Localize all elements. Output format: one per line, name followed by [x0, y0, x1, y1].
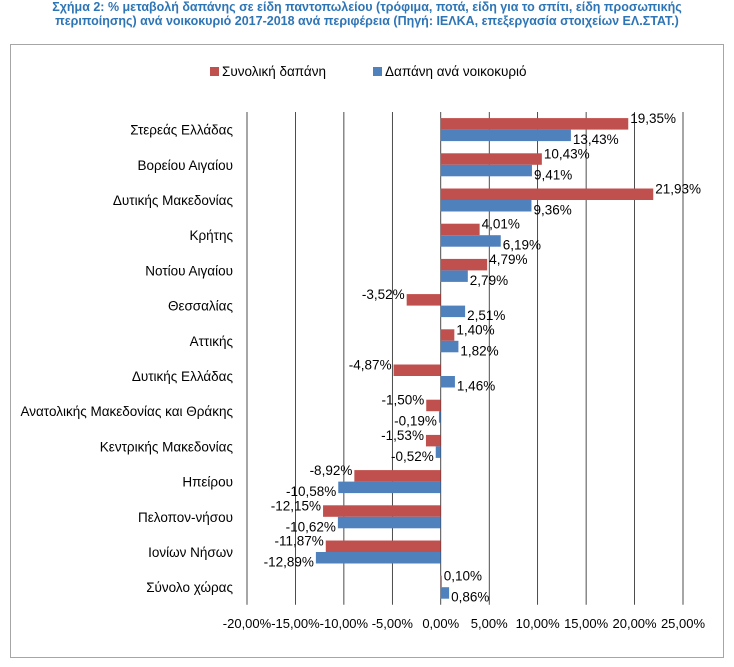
category-label: Δυτικής Ελλάδας — [132, 369, 234, 384]
bar-total — [425, 434, 441, 447]
x-tick-label: 5,00% — [471, 616, 508, 631]
bar-total — [325, 540, 441, 552]
bar-total — [440, 258, 488, 271]
data-label: 1,46% — [457, 379, 495, 394]
x-tick-label: 10,00% — [516, 616, 561, 631]
data-label: -1,50% — [381, 393, 424, 408]
bar-household — [440, 200, 532, 212]
category-label: Στερεάς Ελλάδας — [130, 123, 233, 138]
bar-total — [354, 470, 441, 482]
chart-title-line-1: Σχήμα 2: % μεταβολή δαπάνης σε είδη παντ… — [52, 0, 682, 14]
bar-household — [440, 340, 459, 353]
chart-title: Σχήμα 2: % μεταβολή δαπάνης σε είδη παντ… — [0, 0, 734, 28]
bar-total — [440, 188, 654, 200]
x-tick-label: 20,00% — [613, 616, 658, 631]
bar-total — [440, 153, 542, 165]
category-label: Αττικής — [190, 334, 234, 349]
data-label: 6,19% — [503, 238, 541, 253]
category-label: Κεντρικής Μακεδονίας — [100, 439, 234, 454]
data-label: 4,79% — [489, 252, 527, 267]
bar-household — [338, 481, 441, 494]
bar-household — [315, 552, 441, 564]
data-label: -11,87% — [274, 534, 323, 549]
bar-household — [440, 270, 468, 282]
legend-label-1: Δαπάνη ανά νοικοκυριό — [385, 64, 527, 79]
data-label: -1,53% — [381, 428, 424, 443]
bar-total — [426, 399, 441, 412]
bar-household — [440, 305, 466, 318]
bar-total — [440, 329, 455, 341]
bar-household — [440, 235, 501, 247]
data-label: -0,52% — [391, 449, 434, 464]
data-label: 9,36% — [533, 203, 571, 218]
data-label: 1,40% — [456, 322, 494, 337]
data-label: 13,43% — [573, 132, 619, 147]
data-label: 2,79% — [470, 273, 508, 288]
data-label: -12,89% — [264, 555, 314, 570]
data-label: 2,51% — [467, 308, 505, 323]
bar-household — [440, 587, 450, 599]
category-label: Βορείου Αιγαίου — [137, 158, 233, 173]
data-label: -4,87% — [349, 358, 392, 373]
bar-household — [438, 411, 441, 423]
x-tick-label: -20,00% — [223, 616, 272, 631]
data-label: -10,58% — [286, 484, 336, 499]
x-tick-label: 15,00% — [564, 616, 609, 631]
data-label: 0,86% — [451, 590, 489, 605]
category-label: Πελοπον-νήσου — [138, 510, 233, 525]
x-tick-label: 0,00% — [422, 616, 459, 631]
bar-total — [323, 505, 441, 517]
data-label: 10,43% — [544, 146, 590, 161]
category-label: Ανατολικής Μακεδονίας και Θράκης — [20, 404, 233, 419]
legend-swatch-0 — [210, 67, 219, 76]
data-label: -8,92% — [310, 463, 353, 478]
legend-swatch-1 — [373, 67, 382, 76]
bar-household — [440, 376, 455, 388]
x-tick-label: -15,00% — [271, 616, 320, 631]
category-label: Νοτίου Αιγαίου — [145, 263, 233, 278]
data-label: -10,62% — [286, 519, 336, 534]
data-label: 0,10% — [444, 569, 482, 584]
x-tick-label: 25,00% — [661, 616, 706, 631]
category-label: Δυτικής Μακεδονίας — [113, 193, 234, 208]
x-tick-label: -5,00% — [372, 616, 414, 631]
category-label: Ηπείρου — [182, 475, 233, 490]
bar-total — [440, 118, 629, 130]
legend-label-0: Συνολική δαπάνη — [222, 64, 326, 79]
chart-frame — [10, 44, 724, 658]
data-label: 21,93% — [655, 182, 701, 197]
bar-total — [406, 294, 441, 306]
x-tick-label: -10,00% — [320, 616, 369, 631]
data-label: 9,41% — [534, 167, 572, 182]
bar-household — [337, 516, 441, 529]
bar-total — [393, 364, 441, 376]
category-label: Σύνολο χώρας — [146, 580, 233, 595]
bar-total — [440, 223, 480, 236]
category-label: Ιονίων Νήσων — [148, 545, 233, 560]
chart-title-line-2: περιποίησης) ανά νοικοκυριό 2017-2018 αν… — [55, 14, 679, 28]
bar-total — [440, 575, 442, 588]
data-label: 1,82% — [460, 343, 498, 358]
data-label: -0,19% — [394, 414, 437, 429]
bar-household — [440, 129, 571, 142]
bar-household — [440, 164, 532, 177]
data-label: -3,52% — [362, 287, 405, 302]
data-label: 4,01% — [482, 217, 520, 232]
category-label: Θεσσαλίας — [168, 299, 234, 314]
bar-household — [435, 446, 441, 458]
category-label: Κρήτης — [189, 228, 233, 243]
data-label: 19,35% — [630, 111, 676, 126]
data-label: -12,15% — [271, 498, 321, 513]
